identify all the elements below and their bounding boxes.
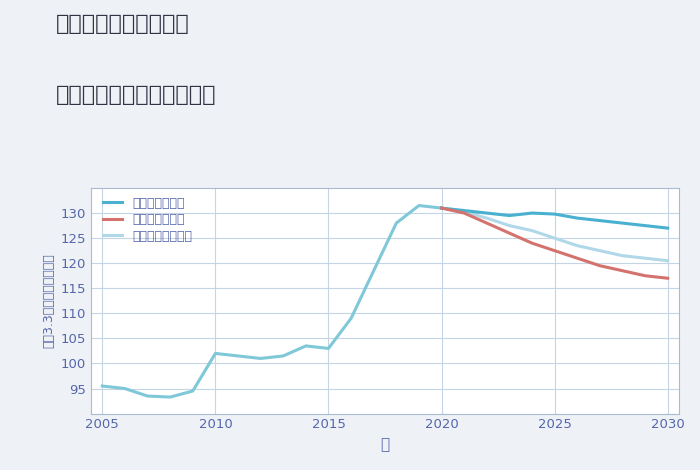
ノーマルシナリオ <box>505 223 514 228</box>
ノーマルシナリオ <box>528 228 536 234</box>
バッドシナリオ <box>438 205 446 211</box>
グッドシナリオ <box>528 210 536 216</box>
ノーマルシナリオ <box>482 215 491 221</box>
グッドシナリオ <box>641 223 650 228</box>
バッドシナリオ <box>550 248 559 253</box>
グッドシナリオ <box>664 225 672 231</box>
ノーマルシナリオ <box>460 209 468 215</box>
グッドシナリオ <box>618 220 626 226</box>
ノーマルシナリオ <box>596 248 604 253</box>
ノーマルシナリオ <box>641 255 650 261</box>
バッドシナリオ <box>618 268 626 274</box>
グッドシナリオ <box>573 215 582 221</box>
Line: ノーマルシナリオ: ノーマルシナリオ <box>442 208 668 261</box>
グッドシナリオ <box>596 218 604 223</box>
ノーマルシナリオ <box>664 258 672 264</box>
Line: グッドシナリオ: グッドシナリオ <box>442 208 668 228</box>
グッドシナリオ <box>460 208 468 213</box>
バッドシナリオ <box>505 230 514 236</box>
グッドシナリオ <box>550 211 559 217</box>
バッドシナリオ <box>596 263 604 268</box>
バッドシナリオ <box>482 220 491 226</box>
ノーマルシナリオ <box>618 253 626 258</box>
Text: 中古マンションの価格推移: 中古マンションの価格推移 <box>56 85 216 105</box>
バッドシナリオ <box>460 210 468 216</box>
バッドシナリオ <box>573 255 582 261</box>
Text: 兵庫県姫路市南車崎の: 兵庫県姫路市南車崎の <box>56 14 190 34</box>
X-axis label: 年: 年 <box>380 437 390 452</box>
Line: バッドシナリオ: バッドシナリオ <box>442 208 668 278</box>
グッドシナリオ <box>482 210 491 216</box>
バッドシナリオ <box>641 273 650 279</box>
Y-axis label: 平（3.3㎡）単価（万円）: 平（3.3㎡）単価（万円） <box>42 253 55 348</box>
グッドシナリオ <box>438 205 446 211</box>
ノーマルシナリオ <box>438 205 446 211</box>
バッドシナリオ <box>528 240 536 246</box>
バッドシナリオ <box>664 275 672 281</box>
グッドシナリオ <box>505 213 514 219</box>
ノーマルシナリオ <box>573 243 582 249</box>
Legend: グッドシナリオ, バッドシナリオ, ノーマルシナリオ: グッドシナリオ, バッドシナリオ, ノーマルシナリオ <box>103 196 192 243</box>
ノーマルシナリオ <box>550 235 559 241</box>
